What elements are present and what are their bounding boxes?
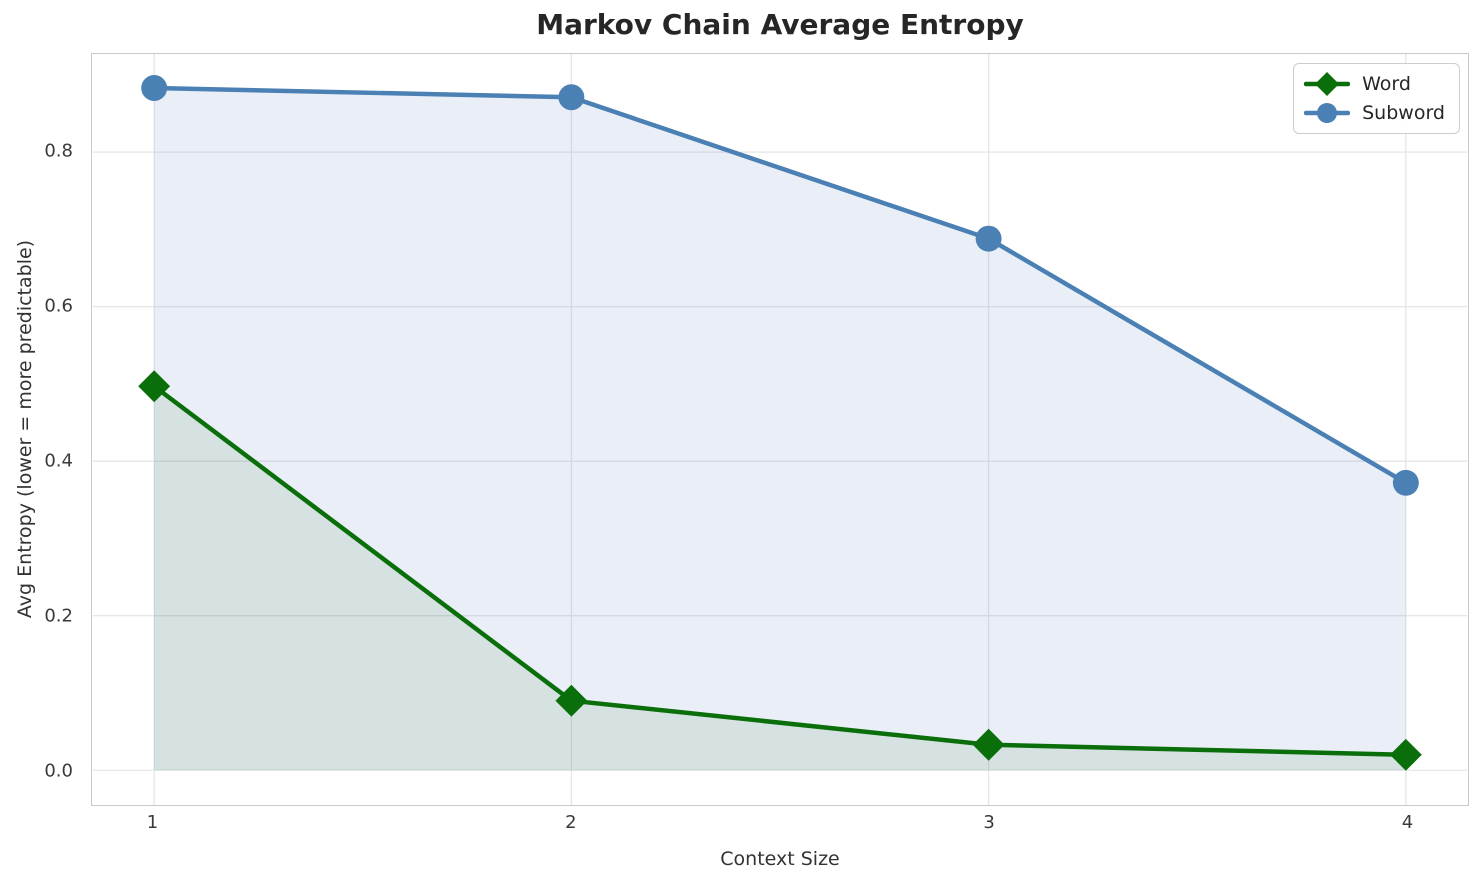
x-tick-label: 2 bbox=[565, 812, 577, 833]
legend-circle-marker-icon bbox=[1304, 103, 1351, 123]
area-fill-word bbox=[154, 386, 1406, 771]
legend-row-subword: Subword bbox=[1304, 100, 1445, 126]
marker-circle-subword bbox=[141, 75, 168, 101]
line-word bbox=[151, 383, 1409, 758]
x-axis-label: Context Size bbox=[720, 848, 840, 870]
legend: Word Subword bbox=[1293, 63, 1460, 134]
legend-row-word: Word bbox=[1304, 71, 1445, 97]
marker-diamond-word bbox=[555, 684, 588, 717]
marker-diamond-word bbox=[1389, 738, 1422, 771]
line-subword bbox=[151, 85, 1409, 486]
y-tick-label: 0.0 bbox=[44, 760, 73, 782]
marker-diamond-word bbox=[972, 728, 1005, 761]
y-tick-label: 0.6 bbox=[44, 295, 73, 317]
plot-area bbox=[91, 53, 1469, 806]
marker-diamond-word bbox=[138, 370, 171, 403]
legend-label: Subword bbox=[1362, 102, 1445, 124]
area-fill-subword bbox=[154, 87, 1406, 771]
plot-svg bbox=[92, 54, 1468, 805]
x-tick-label: 1 bbox=[146, 812, 159, 833]
y-tick-label: 0.2 bbox=[44, 605, 73, 627]
chart-title: Markov Chain Average Entropy bbox=[536, 8, 1024, 41]
marker-circle-subword bbox=[1392, 469, 1419, 496]
marker-circle-subword bbox=[975, 225, 1002, 252]
legend-label: Word bbox=[1362, 73, 1411, 95]
legend-diamond-marker-icon bbox=[1304, 72, 1351, 96]
x-tick-label: 4 bbox=[1401, 812, 1414, 833]
y-tick-labels: 0.0 0.2 0.4 0.6 0.8 bbox=[0, 53, 73, 806]
y-tick-label: 0.8 bbox=[44, 140, 73, 162]
marker-circle-subword bbox=[558, 84, 585, 111]
x-tick-labels: 1 2 3 4 bbox=[91, 812, 1469, 842]
x-tick-label: 3 bbox=[983, 812, 995, 833]
y-tick-label: 0.4 bbox=[44, 450, 73, 472]
